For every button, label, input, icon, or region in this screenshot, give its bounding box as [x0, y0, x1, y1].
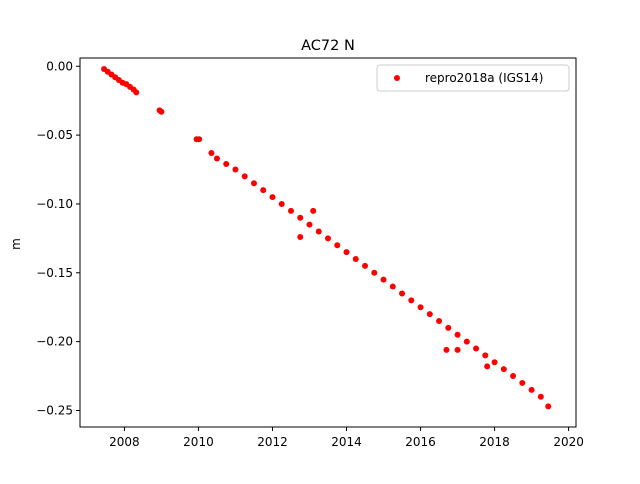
y-tick-label: −0.10: [36, 197, 73, 211]
data-point: [399, 290, 406, 297]
data-point: [306, 221, 313, 228]
data-point: [519, 379, 526, 386]
x-tick-label: 2014: [331, 435, 362, 449]
y-tick-label: 0.00: [46, 59, 73, 73]
data-point: [362, 262, 369, 269]
data-point: [133, 89, 140, 96]
data-point: [334, 242, 341, 249]
data-point: [297, 214, 304, 221]
x-tick-label: 2018: [479, 435, 510, 449]
data-point: [297, 233, 304, 240]
legend-marker: [394, 75, 400, 81]
data-point: [260, 187, 267, 194]
legend-label: repro2018a (IGS14): [425, 71, 543, 85]
plot-marks: [101, 66, 552, 410]
data-point: [426, 311, 433, 318]
plot-frame: [79, 57, 577, 428]
x-tick-label: 2020: [553, 435, 584, 449]
data-point: [241, 173, 248, 180]
data-point: [325, 235, 331, 242]
data-point: [454, 346, 461, 353]
y-tick-label: −0.05: [36, 128, 73, 142]
legend: repro2018a (IGS14): [376, 64, 570, 92]
data-point: [482, 352, 489, 359]
data-point: [445, 324, 452, 331]
x-tick-label: 2012: [257, 435, 288, 449]
data-point: [269, 194, 276, 201]
y-tick-label: −0.15: [36, 266, 73, 280]
data-point: [371, 269, 378, 276]
data-point: [208, 150, 215, 157]
y-tick-label: −0.20: [36, 335, 73, 349]
data-point: [343, 249, 350, 256]
data-point: [380, 276, 387, 283]
data-point: [528, 386, 535, 393]
data-point: [196, 136, 203, 143]
data-point: [158, 108, 165, 115]
data-point: [310, 207, 317, 214]
x-tick-label: 2010: [183, 435, 214, 449]
y-axis-ticks: 0.00 −0.05 −0.10 −0.15 −0.20 −0.25: [36, 59, 80, 417]
data-point: [463, 338, 470, 345]
chart-title: AC72 N: [301, 38, 355, 54]
legend-box: [376, 64, 570, 92]
x-axis-ticks: 2008 2010 2012 2014 2016 2018 2020: [109, 427, 584, 449]
data-point: [500, 366, 507, 373]
data-point: [436, 317, 443, 324]
data-point: [213, 155, 220, 162]
y-tick-label: −0.25: [36, 403, 73, 417]
y-axis-label: m: [9, 238, 23, 250]
data-point: [315, 228, 322, 235]
data-point: [537, 393, 544, 400]
data-point: [232, 166, 239, 173]
data-point: [287, 207, 294, 214]
data-point: [473, 345, 480, 352]
data-point: [408, 297, 415, 304]
data-point: [454, 331, 461, 338]
data-point: [250, 180, 257, 187]
x-tick-label: 2016: [405, 435, 436, 449]
data-point: [278, 200, 285, 207]
data-point: [352, 256, 359, 263]
data-point: [389, 283, 396, 290]
data-point: [223, 161, 230, 168]
data-point: [417, 304, 424, 311]
data-point: [443, 346, 450, 353]
x-tick-label: 2008: [109, 435, 140, 449]
data-point: [510, 373, 517, 380]
data-point: [484, 363, 491, 370]
data-point: [545, 403, 552, 410]
data-point: [491, 359, 498, 366]
